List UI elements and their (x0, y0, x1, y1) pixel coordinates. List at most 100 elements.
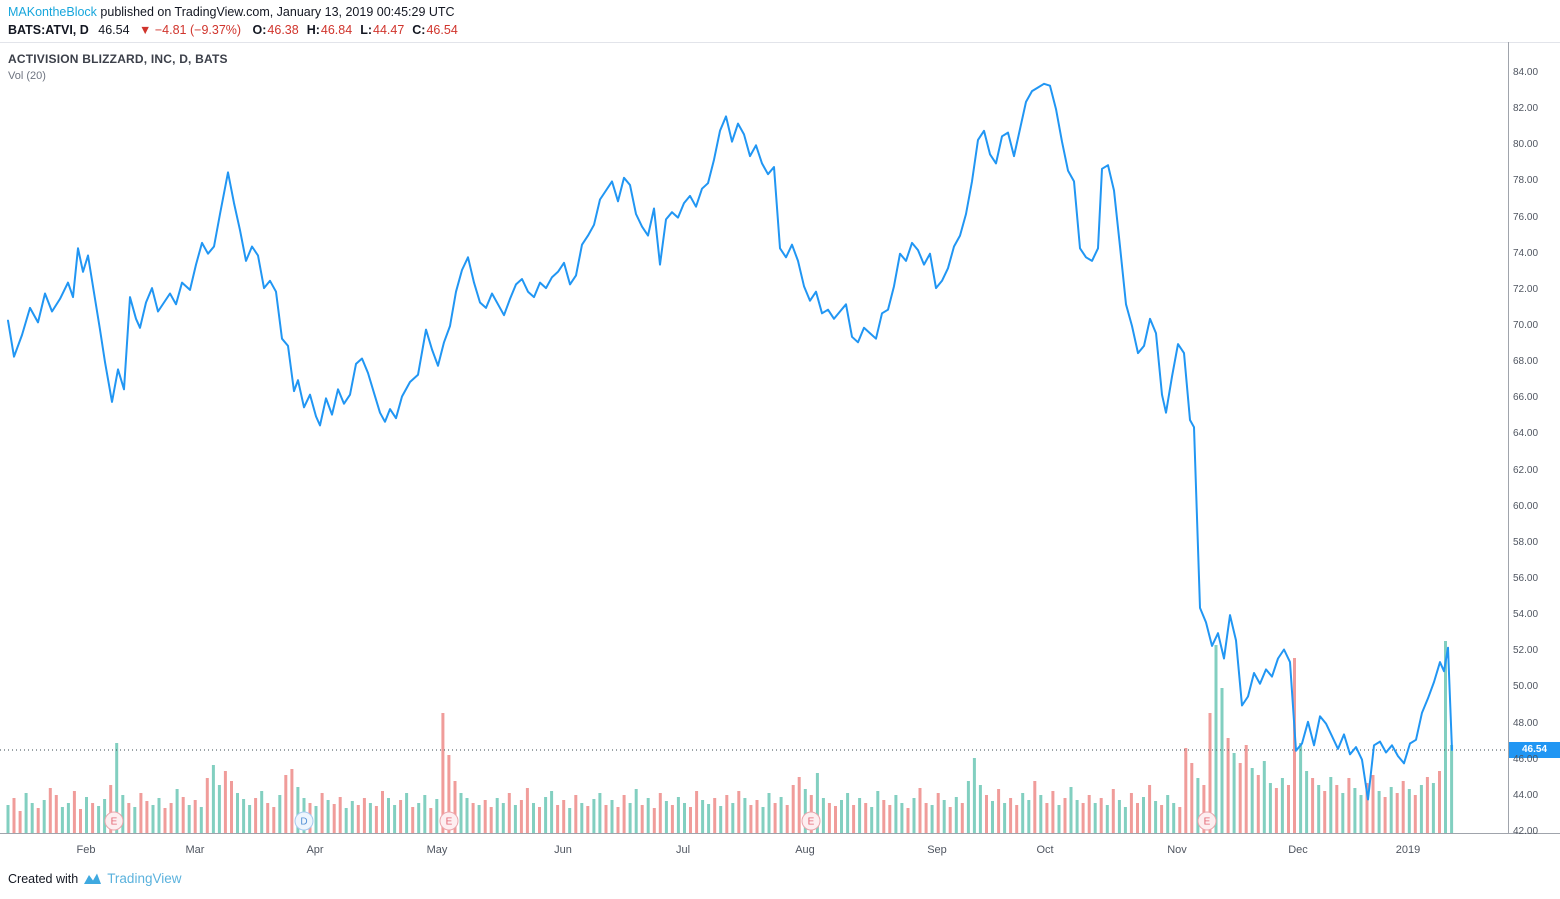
volume-bar (1323, 791, 1327, 833)
volume-bar (1069, 787, 1073, 833)
volume-bar (900, 803, 904, 833)
volume-bar (1129, 793, 1133, 833)
volume-bar (109, 785, 113, 833)
price-scale-label: 56.00 (1513, 573, 1539, 584)
time-scale-label: Jun (554, 844, 572, 856)
volume-bar (942, 800, 946, 833)
volume-bar (676, 797, 680, 833)
volume-bar (1305, 771, 1309, 833)
volume-bar (60, 807, 64, 833)
volume-bar (646, 798, 650, 833)
volume-bar (954, 797, 958, 833)
event-marker-letter: E (446, 817, 453, 828)
volume-bar (1208, 713, 1212, 833)
volume-bar (495, 798, 499, 833)
volume-bar (187, 805, 191, 833)
volume-bar (127, 803, 131, 833)
volume-bar (882, 800, 886, 833)
price-scale-label: 42.00 (1513, 826, 1539, 837)
volume-bar (689, 807, 692, 833)
volume-bar (254, 798, 258, 833)
author-link[interactable]: MAKontheBlock (8, 5, 97, 19)
volume-bar (785, 805, 789, 833)
volume-bar (683, 803, 686, 833)
volume-bar (1136, 803, 1139, 833)
time-axis-line (0, 833, 1560, 834)
volume-bar (1413, 795, 1417, 833)
volume-bar (115, 743, 119, 833)
volume-bar (242, 799, 246, 833)
volume-bar (852, 805, 856, 833)
price-axis-line (1508, 42, 1509, 834)
publish-line: MAKontheBlock published on TradingView.c… (8, 5, 455, 19)
volume-bar (278, 795, 282, 833)
earnings-marker-icon[interactable] (104, 811, 124, 831)
price-scale-label: 52.00 (1513, 645, 1539, 657)
volume-bar (695, 791, 699, 833)
volume-bar (912, 798, 916, 833)
volume-bar (1444, 641, 1447, 833)
volume-bar (1389, 787, 1393, 833)
volume-bar (272, 807, 276, 833)
volume-bar (658, 793, 662, 833)
volume-bar (489, 807, 493, 833)
volume-bar (1311, 778, 1315, 833)
last-price-tag: 46.54 (1509, 742, 1560, 758)
volume-bar (1438, 771, 1441, 833)
earnings-marker-icon[interactable] (801, 811, 821, 831)
volume-bar (290, 769, 294, 833)
dividend-marker-icon[interactable] (294, 811, 314, 831)
time-scale-label: Jul (675, 844, 691, 856)
time-scale[interactable]: Feb Mar Apr May Jun Jul Aug Sep Oct Nov Dec 2019 (0, 836, 1508, 862)
volume-bar (1450, 745, 1454, 833)
volume-bar (1353, 788, 1357, 833)
volume-bar (1039, 795, 1043, 833)
chart-area[interactable]: E D E E E ACTIVISION BLIZZARD, INC, D, BATS … (0, 43, 1508, 834)
volume-bar (423, 795, 427, 833)
volume-bar (1299, 743, 1303, 833)
volume-bar (72, 791, 76, 833)
volume-bar (1166, 795, 1170, 833)
volume-bar (652, 808, 656, 833)
earnings-marker-icon[interactable] (439, 811, 459, 831)
volume-bar (1063, 798, 1067, 833)
volume-bar (598, 793, 602, 833)
volume-bar (888, 805, 892, 833)
volume-bar (719, 806, 723, 833)
volume-bar (453, 781, 457, 833)
volume-bar (217, 785, 221, 833)
price-scale-label: 64.00 (1513, 428, 1539, 440)
volume-bar (1142, 797, 1145, 833)
volume-bar (151, 805, 155, 833)
volume-bar (320, 793, 324, 833)
volume-bar (1057, 805, 1061, 833)
volume-bar (260, 791, 264, 833)
volume-bar (894, 795, 898, 833)
volume-bar (145, 801, 149, 833)
volume-bar (405, 793, 409, 833)
volume-bar (1172, 803, 1176, 833)
price-scale-label: 68.00 (1513, 356, 1539, 368)
volume-bar (513, 805, 517, 833)
volume-bar (1027, 800, 1031, 833)
earnings-marker-icon[interactable] (1197, 811, 1217, 831)
volume-bar (1190, 763, 1194, 833)
volume-bar (791, 785, 795, 833)
volume-indicator-label: Vol (20) (8, 70, 46, 82)
volume-bar (181, 797, 185, 833)
volume-bar (1395, 793, 1399, 833)
price-scale[interactable]: 46.54 84.00 82.00 80.00 78.00 76.00 74.00 72.0… (1509, 43, 1560, 837)
volume-bar (211, 765, 215, 833)
tradingview-brand-link[interactable]: TradingView (107, 871, 182, 886)
volume-bar (483, 800, 487, 833)
volume-bar (1184, 748, 1188, 833)
volume-bar (1383, 797, 1387, 833)
volume-bar (924, 803, 928, 833)
price-scale-label: 74.00 (1513, 247, 1539, 259)
volume-bar (1003, 803, 1007, 833)
volume-bar (79, 809, 82, 833)
time-scale-label: Mar (185, 844, 205, 856)
volume-bar (604, 805, 608, 833)
